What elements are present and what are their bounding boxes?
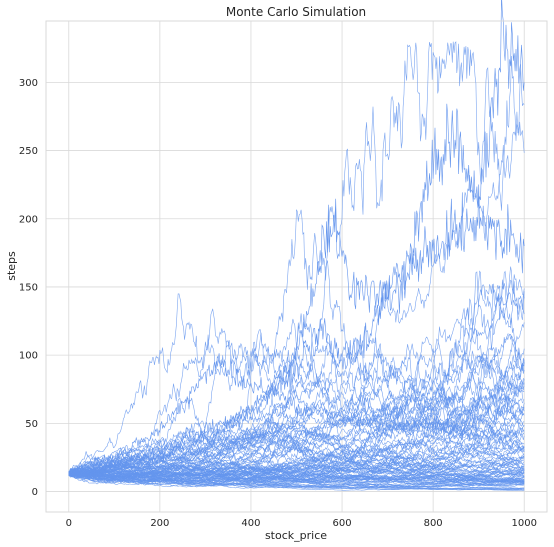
simulation-path bbox=[68, 336, 525, 476]
chart-title: Monte Carlo Simulation bbox=[226, 5, 366, 19]
x-tick-label: 200 bbox=[150, 518, 169, 529]
x-axis-title: stock_price bbox=[265, 529, 327, 542]
x-tick-label: 800 bbox=[424, 518, 443, 529]
simulation-path bbox=[68, 428, 525, 477]
simulation-path bbox=[68, 472, 525, 490]
x-tick-label: 400 bbox=[241, 518, 260, 529]
simulation-path bbox=[68, 461, 525, 489]
simulation-path bbox=[68, 464, 525, 487]
y-tick-label: 100 bbox=[19, 351, 38, 362]
y-tick-label: 0 bbox=[32, 487, 38, 498]
simulation-path bbox=[68, 461, 525, 484]
y-tick-label: 200 bbox=[19, 214, 38, 225]
simulation-path bbox=[68, 457, 525, 478]
simulation-path bbox=[68, 472, 525, 488]
y-tick-label: 250 bbox=[19, 146, 38, 157]
y-tick-label: 150 bbox=[19, 282, 38, 293]
simulation-path bbox=[68, 423, 525, 473]
y-tick-label: 50 bbox=[25, 419, 38, 430]
y-axis-title: steps bbox=[5, 251, 18, 281]
simulation-path bbox=[68, 293, 525, 475]
x-tick-label: 600 bbox=[332, 518, 351, 529]
simulation-path-notable bbox=[68, 353, 525, 479]
simulation-path bbox=[68, 455, 525, 476]
simulation-path bbox=[68, 470, 525, 481]
simulation-path-notable bbox=[68, 184, 525, 479]
x-tick-label: 1000 bbox=[512, 518, 537, 529]
plot-border bbox=[45, 20, 548, 513]
simulation-path bbox=[68, 461, 525, 483]
simulation-path bbox=[68, 472, 525, 491]
tick-labels: 0 200 400 600 800 1000 0 50 100 150 200 250 300 bbox=[19, 78, 537, 529]
simulation-path bbox=[68, 468, 525, 483]
simulation-path bbox=[68, 451, 525, 479]
simulation-path bbox=[68, 385, 525, 476]
x-tick-label: 0 bbox=[66, 518, 72, 529]
simulation-path bbox=[68, 407, 525, 477]
simulation-paths bbox=[68, 0, 525, 491]
grid-lines bbox=[46, 21, 547, 512]
simulation-path bbox=[68, 350, 525, 473]
y-tick-label: 300 bbox=[19, 78, 38, 89]
